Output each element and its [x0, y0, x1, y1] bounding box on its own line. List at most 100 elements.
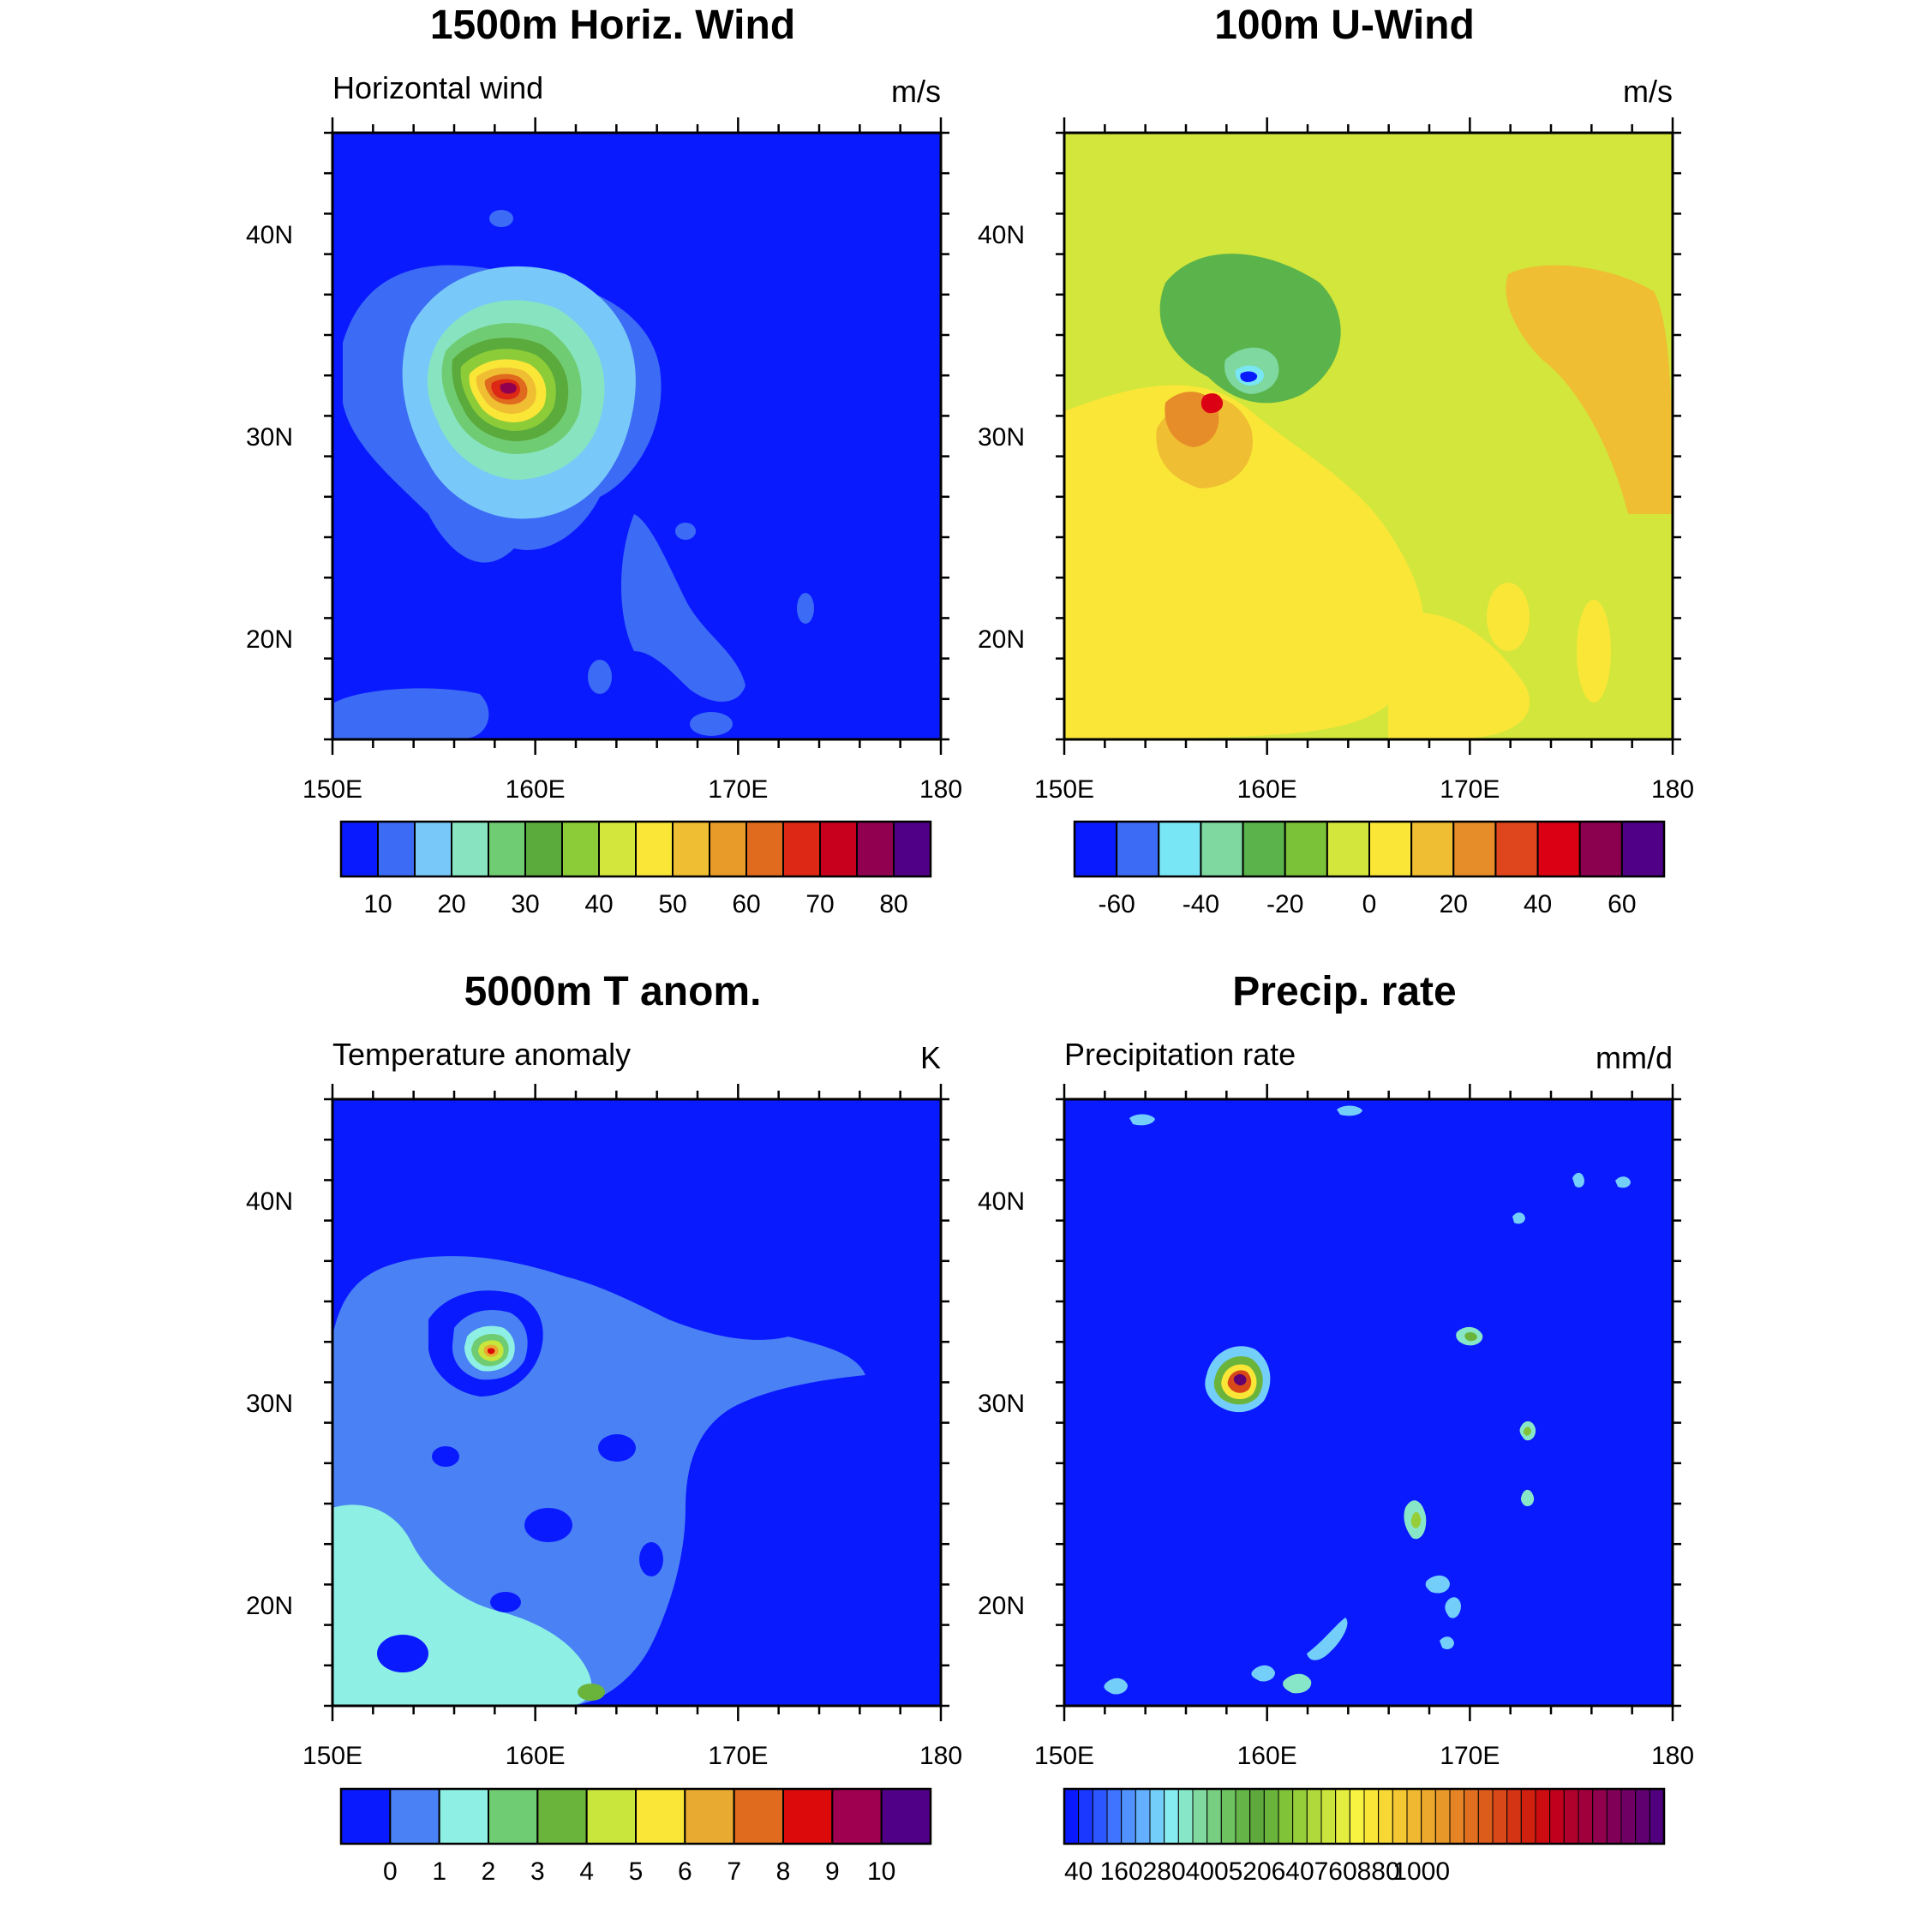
- x-tick-label: 160E: [506, 1742, 566, 1770]
- field-background: [1064, 1099, 1673, 1706]
- colorbar-swatch: [440, 1789, 488, 1844]
- contour-region: [1602, 308, 1654, 377]
- colorbar-swatch: [894, 822, 931, 876]
- colorbar-label: 3: [530, 1857, 545, 1886]
- colorbar-swatch: [1478, 1789, 1493, 1844]
- y-tick-label: 20N: [978, 625, 1025, 654]
- contour-field: [332, 133, 941, 739]
- colorbar-label: 280: [1143, 1857, 1186, 1886]
- colorbar-swatch: [1538, 822, 1580, 876]
- panel-units-label: m/s: [1623, 74, 1673, 109]
- x-tick-label: 180: [1651, 775, 1694, 804]
- colorbar-swatch: [1607, 1789, 1621, 1844]
- panel-left-label: Temperature anomaly: [332, 1037, 631, 1072]
- colorbar-swatch: [390, 1789, 439, 1844]
- colorbar-label: 20: [437, 890, 465, 918]
- y-tick-label: 30N: [246, 423, 293, 452]
- colorbar-swatch: [783, 822, 820, 876]
- colorbar-swatch: [1336, 1789, 1350, 1844]
- x-tick-label: 170E: [708, 1742, 768, 1770]
- colorbar-label: 160: [1100, 1857, 1143, 1886]
- colorbar-swatch: [1135, 1789, 1150, 1844]
- colorbar-label: 10: [867, 1857, 895, 1886]
- colorbar-label: 0: [383, 1857, 398, 1886]
- colorbar-label: 30: [511, 890, 539, 918]
- colorbar-swatch: [488, 822, 525, 876]
- contour-region: [489, 210, 513, 227]
- colorbar-swatch: [1236, 1789, 1250, 1844]
- colorbar-swatch: [1364, 1789, 1379, 1844]
- colorbar-swatch: [1507, 1789, 1522, 1844]
- colorbar-label: -20: [1266, 890, 1303, 918]
- colorbar-swatch: [1207, 1789, 1222, 1844]
- colorbar-label: 1: [432, 1857, 446, 1886]
- colorbar-label: 50: [658, 890, 686, 918]
- panel-4: Precip. rate Precipitation rate mm/d 150E 16…: [978, 969, 1694, 1886]
- colorbar-swatch: [1407, 1789, 1422, 1844]
- panel-title: Precip. rate: [1232, 969, 1456, 1014]
- panel-units-label: m/s: [891, 74, 941, 109]
- panel-left-label: Horizontal wind: [332, 70, 543, 105]
- colorbar-swatch: [832, 1789, 881, 1844]
- colorbar-swatch: [1321, 1789, 1336, 1844]
- colorbar-swatch: [685, 1789, 733, 1844]
- colorbar-swatch: [1411, 822, 1453, 876]
- colorbar-swatch: [1622, 822, 1664, 876]
- colorbar-swatch: [1369, 822, 1411, 876]
- colorbar-swatch: [587, 1789, 636, 1844]
- colorbar-swatch: [1495, 822, 1537, 876]
- y-tick-label: 20N: [246, 1592, 293, 1620]
- colorbar-label: 520: [1229, 1857, 1272, 1886]
- contour-region: [1577, 600, 1611, 703]
- colorbar-swatch: [1150, 1789, 1165, 1844]
- colorbar-swatch: [1293, 1789, 1308, 1844]
- colorbar-swatch: [378, 822, 415, 876]
- contour-region: [500, 383, 517, 394]
- colorbar-swatch: [1450, 1789, 1464, 1844]
- colorbar-label: 20: [1440, 890, 1468, 918]
- x-tick-label: 150E: [1034, 1742, 1094, 1770]
- colorbar-label: -40: [1183, 890, 1219, 918]
- x-tick-label: 160E: [506, 775, 566, 804]
- contour-region: [1487, 583, 1530, 651]
- colorbar-label: 760: [1314, 1857, 1357, 1886]
- colorbar-swatch: [1350, 1789, 1364, 1844]
- x-tick-label: 150E: [302, 775, 362, 804]
- colorbar-swatch: [341, 822, 378, 876]
- contour-field: [1064, 133, 1673, 739]
- colorbar-label: 640: [1272, 1857, 1314, 1886]
- colorbar-label: 0: [1362, 890, 1377, 918]
- colorbar-swatch: [1079, 1789, 1093, 1844]
- y-tick-label: 40N: [978, 1187, 1025, 1216]
- contour-region: [334, 688, 488, 739]
- colorbar-swatch: [636, 822, 673, 876]
- x-tick-label: 180: [919, 1742, 962, 1770]
- contour-region: [588, 660, 612, 694]
- colorbar-swatch: [1435, 1789, 1450, 1844]
- y-tick-label: 30N: [246, 1390, 293, 1418]
- colorbar-swatch: [488, 1789, 537, 1844]
- colorbar-swatch: [1422, 1789, 1436, 1844]
- panel-3: 5000m T anom.Temperature anomaly K150E 160…: [246, 969, 962, 1886]
- contour-region: [639, 1542, 663, 1576]
- colorbar-swatch: [341, 1789, 390, 1844]
- contour-region: [524, 1508, 572, 1542]
- y-tick-label: 40N: [246, 1187, 293, 1216]
- colorbar-swatch: [1278, 1789, 1293, 1844]
- colorbar-swatch: [1493, 1789, 1507, 1844]
- x-tick-label: 180: [919, 775, 962, 804]
- contour-field: [332, 1099, 941, 1706]
- colorbar: 10 20 30 40 50 60 70 80: [341, 822, 931, 918]
- colorbar-swatch: [1650, 1789, 1664, 1844]
- colorbar-swatch: [1578, 1789, 1593, 1844]
- colorbar-swatch: [1327, 822, 1369, 876]
- colorbar-swatch: [1621, 1789, 1636, 1844]
- colorbar-swatch: [1165, 1789, 1179, 1844]
- y-tick-label: 20N: [978, 1592, 1025, 1620]
- colorbar-swatch: [1159, 822, 1201, 876]
- colorbar-swatch: [1464, 1789, 1479, 1844]
- colorbar-label: 10: [363, 890, 392, 918]
- colorbar-label: 1000: [1392, 1857, 1450, 1886]
